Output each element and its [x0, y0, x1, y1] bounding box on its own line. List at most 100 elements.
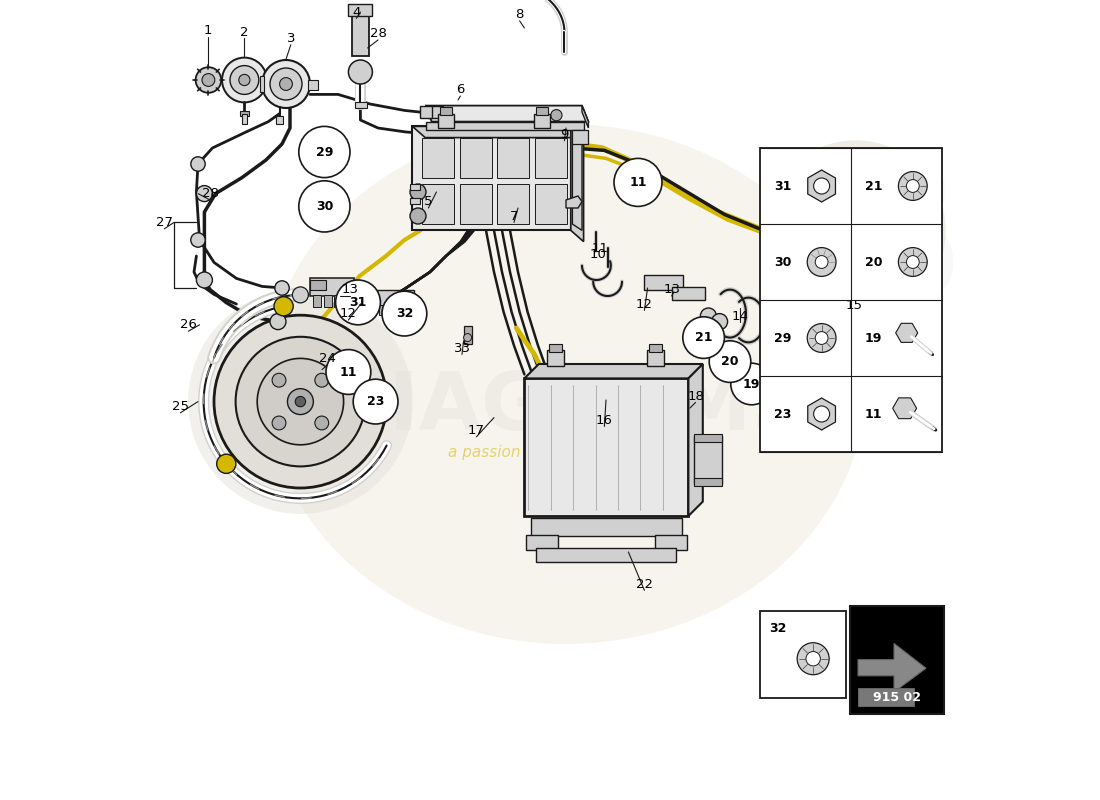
- Text: 18: 18: [688, 390, 704, 402]
- Bar: [412, 126, 571, 230]
- Circle shape: [814, 178, 829, 194]
- Text: 32: 32: [396, 307, 414, 320]
- Bar: [549, 344, 562, 352]
- Polygon shape: [412, 126, 584, 138]
- Bar: [422, 184, 454, 224]
- Bar: [649, 344, 662, 352]
- Circle shape: [899, 171, 927, 200]
- Bar: [826, 150, 858, 168]
- Text: 19: 19: [742, 378, 760, 390]
- Text: 5: 5: [425, 195, 432, 208]
- Text: 31: 31: [350, 296, 366, 309]
- Circle shape: [196, 67, 221, 93]
- Circle shape: [275, 281, 289, 295]
- Text: 11: 11: [629, 176, 647, 189]
- Circle shape: [326, 350, 371, 394]
- Circle shape: [336, 280, 381, 325]
- Bar: [310, 278, 354, 296]
- Text: 16: 16: [596, 414, 613, 426]
- Bar: [537, 107, 548, 115]
- Text: 20: 20: [722, 355, 739, 368]
- Text: 33: 33: [453, 342, 471, 354]
- Text: 29: 29: [773, 331, 791, 345]
- Bar: [535, 138, 566, 178]
- Polygon shape: [525, 364, 703, 378]
- Text: 25: 25: [172, 400, 189, 413]
- Polygon shape: [807, 170, 836, 202]
- Bar: [240, 111, 250, 116]
- Circle shape: [814, 406, 829, 422]
- Bar: [526, 535, 558, 550]
- Circle shape: [270, 68, 302, 100]
- Text: 14: 14: [732, 310, 749, 322]
- Circle shape: [349, 60, 373, 84]
- Bar: [547, 350, 564, 366]
- Polygon shape: [858, 643, 926, 692]
- Circle shape: [712, 314, 727, 330]
- Text: 4: 4: [352, 6, 361, 18]
- Polygon shape: [582, 106, 588, 128]
- Circle shape: [287, 389, 314, 414]
- Polygon shape: [266, 74, 276, 86]
- Bar: [694, 478, 722, 486]
- Text: 915 02: 915 02: [873, 691, 921, 704]
- Circle shape: [274, 297, 294, 316]
- Bar: [537, 548, 676, 562]
- Bar: [367, 305, 375, 315]
- Circle shape: [197, 272, 212, 288]
- Bar: [531, 518, 682, 536]
- Text: a passion for signs & diagrams: a passion for signs & diagrams: [448, 445, 684, 459]
- Bar: [858, 688, 914, 706]
- Bar: [672, 287, 705, 300]
- Bar: [314, 295, 321, 307]
- Bar: [420, 106, 432, 118]
- Circle shape: [295, 397, 306, 406]
- Bar: [784, 258, 801, 278]
- Text: 12: 12: [340, 307, 356, 320]
- Text: 1: 1: [204, 24, 212, 37]
- Circle shape: [846, 221, 865, 240]
- Text: 29: 29: [316, 146, 333, 158]
- Text: 22: 22: [636, 578, 653, 590]
- Bar: [352, 12, 370, 56]
- Bar: [784, 183, 801, 202]
- Circle shape: [899, 248, 927, 277]
- Circle shape: [815, 256, 828, 269]
- Text: 32: 32: [769, 622, 786, 635]
- Ellipse shape: [266, 124, 866, 644]
- Polygon shape: [572, 128, 582, 230]
- Text: 26: 26: [180, 318, 197, 331]
- Circle shape: [315, 374, 329, 387]
- Circle shape: [299, 181, 350, 232]
- Circle shape: [188, 290, 412, 514]
- Polygon shape: [566, 196, 582, 208]
- Text: 11: 11: [340, 366, 358, 378]
- Text: 11: 11: [865, 407, 882, 421]
- Text: 19: 19: [865, 331, 882, 345]
- Polygon shape: [807, 398, 836, 430]
- Text: 5: 5: [848, 174, 964, 338]
- Text: DIAGRAMS: DIAGRAMS: [322, 369, 810, 447]
- Bar: [242, 114, 246, 124]
- Circle shape: [272, 416, 286, 430]
- Circle shape: [838, 213, 872, 248]
- Circle shape: [463, 334, 472, 342]
- Polygon shape: [308, 80, 318, 90]
- Text: 13: 13: [663, 283, 680, 296]
- Circle shape: [222, 58, 267, 102]
- Text: 31: 31: [773, 179, 791, 193]
- Text: 21: 21: [695, 331, 713, 344]
- Bar: [534, 114, 550, 128]
- Circle shape: [293, 287, 308, 303]
- Circle shape: [235, 337, 365, 466]
- Circle shape: [701, 308, 716, 324]
- Text: 10: 10: [590, 248, 606, 261]
- Text: 12: 12: [636, 298, 653, 310]
- Bar: [760, 148, 942, 452]
- Circle shape: [217, 454, 235, 474]
- Circle shape: [272, 374, 286, 387]
- Bar: [378, 305, 387, 315]
- Circle shape: [299, 126, 350, 178]
- Text: 3: 3: [286, 32, 295, 45]
- Text: 30: 30: [773, 255, 791, 269]
